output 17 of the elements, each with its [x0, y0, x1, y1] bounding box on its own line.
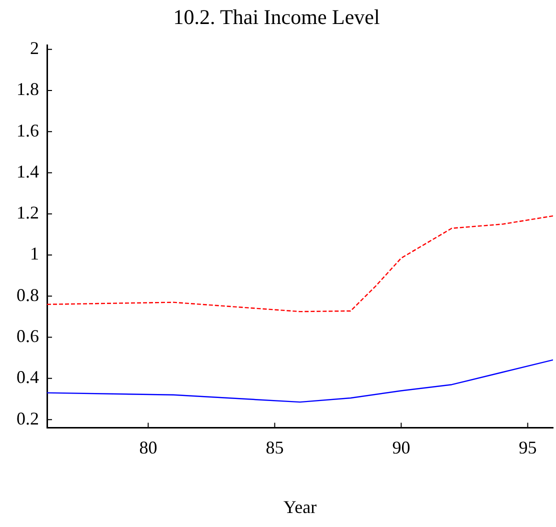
x-tick-label: 85	[266, 437, 284, 458]
y-tick-label: 1.4	[16, 161, 39, 182]
y-tick-label: 2	[30, 38, 39, 58]
chart-title: 10.2. Thai Income Level	[173, 5, 380, 30]
x-tick-label: 90	[392, 437, 410, 458]
y-tick-label: 0.4	[16, 367, 39, 388]
y-tick-label: 1.2	[16, 202, 39, 223]
y-tick-label: 0.2	[16, 408, 39, 428]
x-axis-title: Year	[283, 496, 317, 517]
y-tick-label: 1.6	[16, 120, 39, 140]
x-tick-label: 95	[518, 437, 537, 458]
x-tick-label: 80	[139, 437, 158, 458]
line-series	[47, 215, 553, 312]
y-tick-label: 0.8	[16, 284, 39, 305]
y-tick-label: 0.6	[16, 326, 39, 346]
y-tick-label: 1.8	[16, 79, 39, 100]
y-tick-label: 1	[30, 244, 39, 264]
